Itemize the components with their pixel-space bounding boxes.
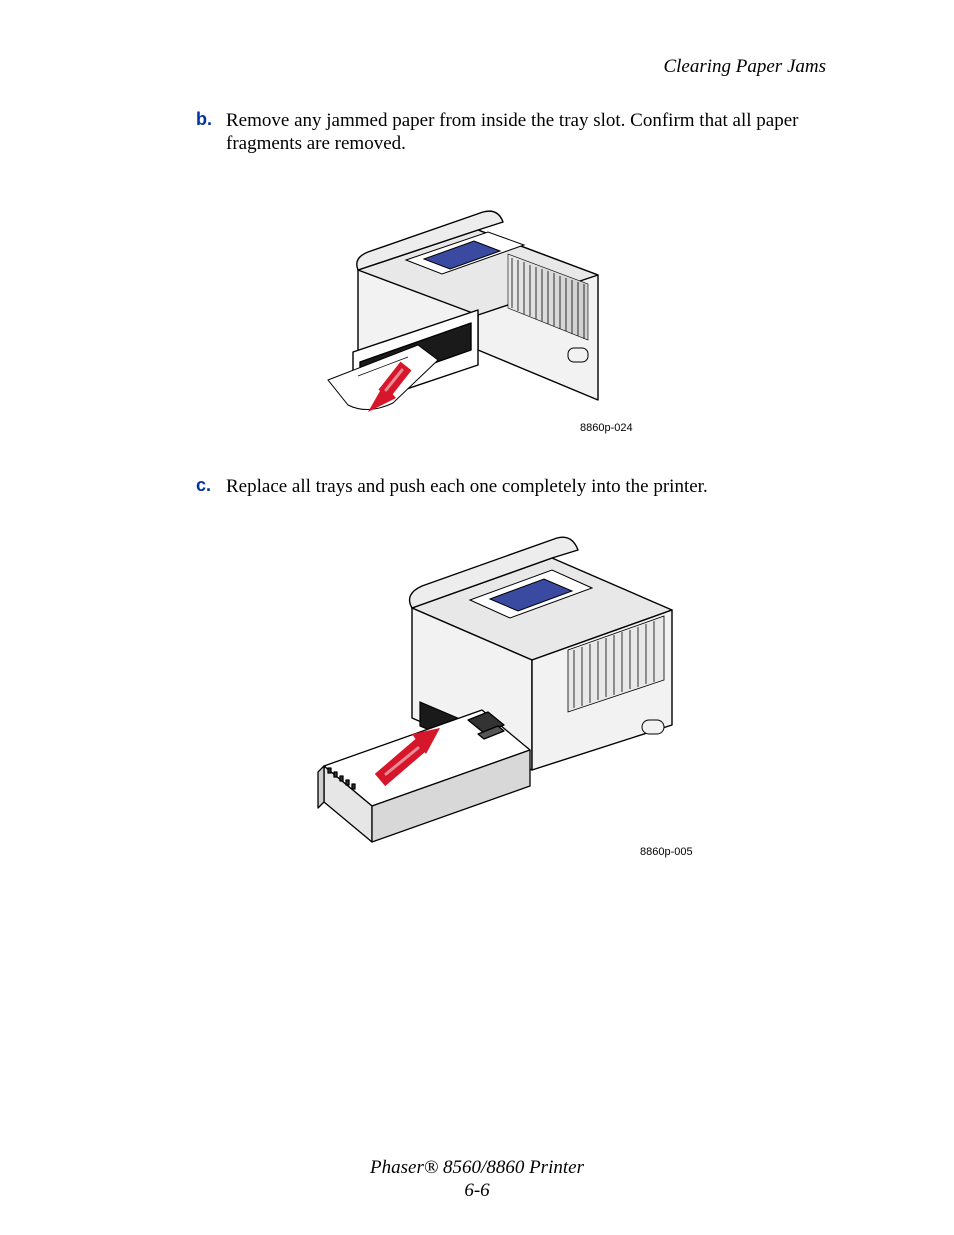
step-b: b. Remove any jammed paper from inside t… bbox=[196, 109, 836, 155]
figure-remove-paper bbox=[298, 180, 638, 450]
step-c-marker: c. bbox=[196, 475, 211, 497]
running-header: Clearing Paper Jams bbox=[663, 56, 826, 78]
step-c-text: Replace all trays and push each one comp… bbox=[226, 475, 836, 498]
figure2-caption: 8860p-005 bbox=[640, 846, 693, 858]
step-c: c. Replace all trays and push each one c… bbox=[196, 475, 836, 498]
step-b-marker: b. bbox=[196, 109, 212, 131]
footer-title: Phaser® 8560/8860 Printer bbox=[0, 1157, 954, 1179]
figure1-caption: 8860p-024 bbox=[580, 422, 633, 434]
step-b-text: Remove any jammed paper from inside the … bbox=[226, 109, 836, 155]
footer-page-number: 6-6 bbox=[0, 1180, 954, 1202]
figure-replace-tray bbox=[272, 520, 702, 880]
